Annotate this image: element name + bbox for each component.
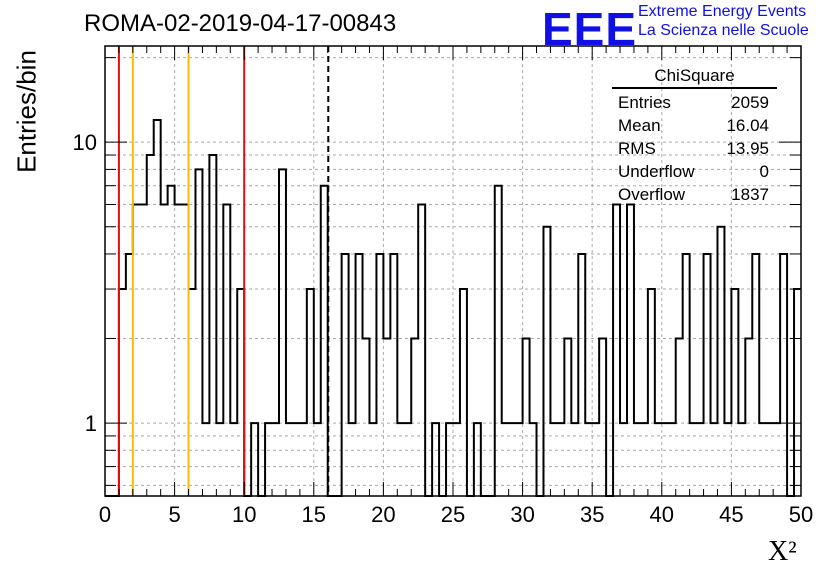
eee-logo: EEE [542,3,638,55]
x-tick-label: 30 [510,502,534,527]
y-tick-label: 1 [85,411,97,436]
stats-row-mean: Mean 16.04 [612,114,777,137]
stats-box: ChiSquare Entries 2059 Mean 16.04 RMS 13.95… [612,66,777,206]
stats-value: 2059 [731,93,769,112]
stats-value: 16.04 [726,116,769,135]
stats-label: Overflow [618,185,686,204]
stats-row-rms: RMS 13.95 [612,137,777,160]
x-tick-label: 20 [371,502,395,527]
stats-row-entries: Entries 2059 [612,91,777,114]
x-tick-label: 35 [580,502,604,527]
stats-label: Underflow [618,162,695,181]
y-axis-label: Entries/bin [11,50,42,173]
chart-title: ROMA-02-2019-04-17-00843 [84,10,397,37]
x-tick-label: 15 [302,502,326,527]
stats-value: 13.95 [726,139,769,158]
x-tick-label: 40 [650,502,674,527]
x-tick-label: 5 [168,502,180,527]
stats-value: 0 [759,162,769,181]
x-axis-label: X² [768,536,797,567]
stats-label: RMS [618,139,656,158]
logo-subtitle-2: La Scienza nelle Scuole [638,22,809,39]
x-tick-label: 0 [99,502,111,527]
stats-row-overflow: Overflow 1837 [612,183,777,206]
histogram-series [105,118,801,497]
stats-row-underflow: Underflow 0 [612,160,777,183]
stats-title: ChiSquare [612,66,777,89]
x-tick-label: 50 [789,502,813,527]
stats-value: 1837 [731,185,769,204]
x-tick-label: 25 [441,502,465,527]
logo-subtitle-1: Extreme Energy Events [638,3,807,20]
stats-label: Entries [618,93,671,112]
x-tick-label: 10 [232,502,256,527]
x-tick-label: 45 [719,502,743,527]
y-tick-label: 10 [73,130,97,155]
stats-label: Mean [618,116,661,135]
